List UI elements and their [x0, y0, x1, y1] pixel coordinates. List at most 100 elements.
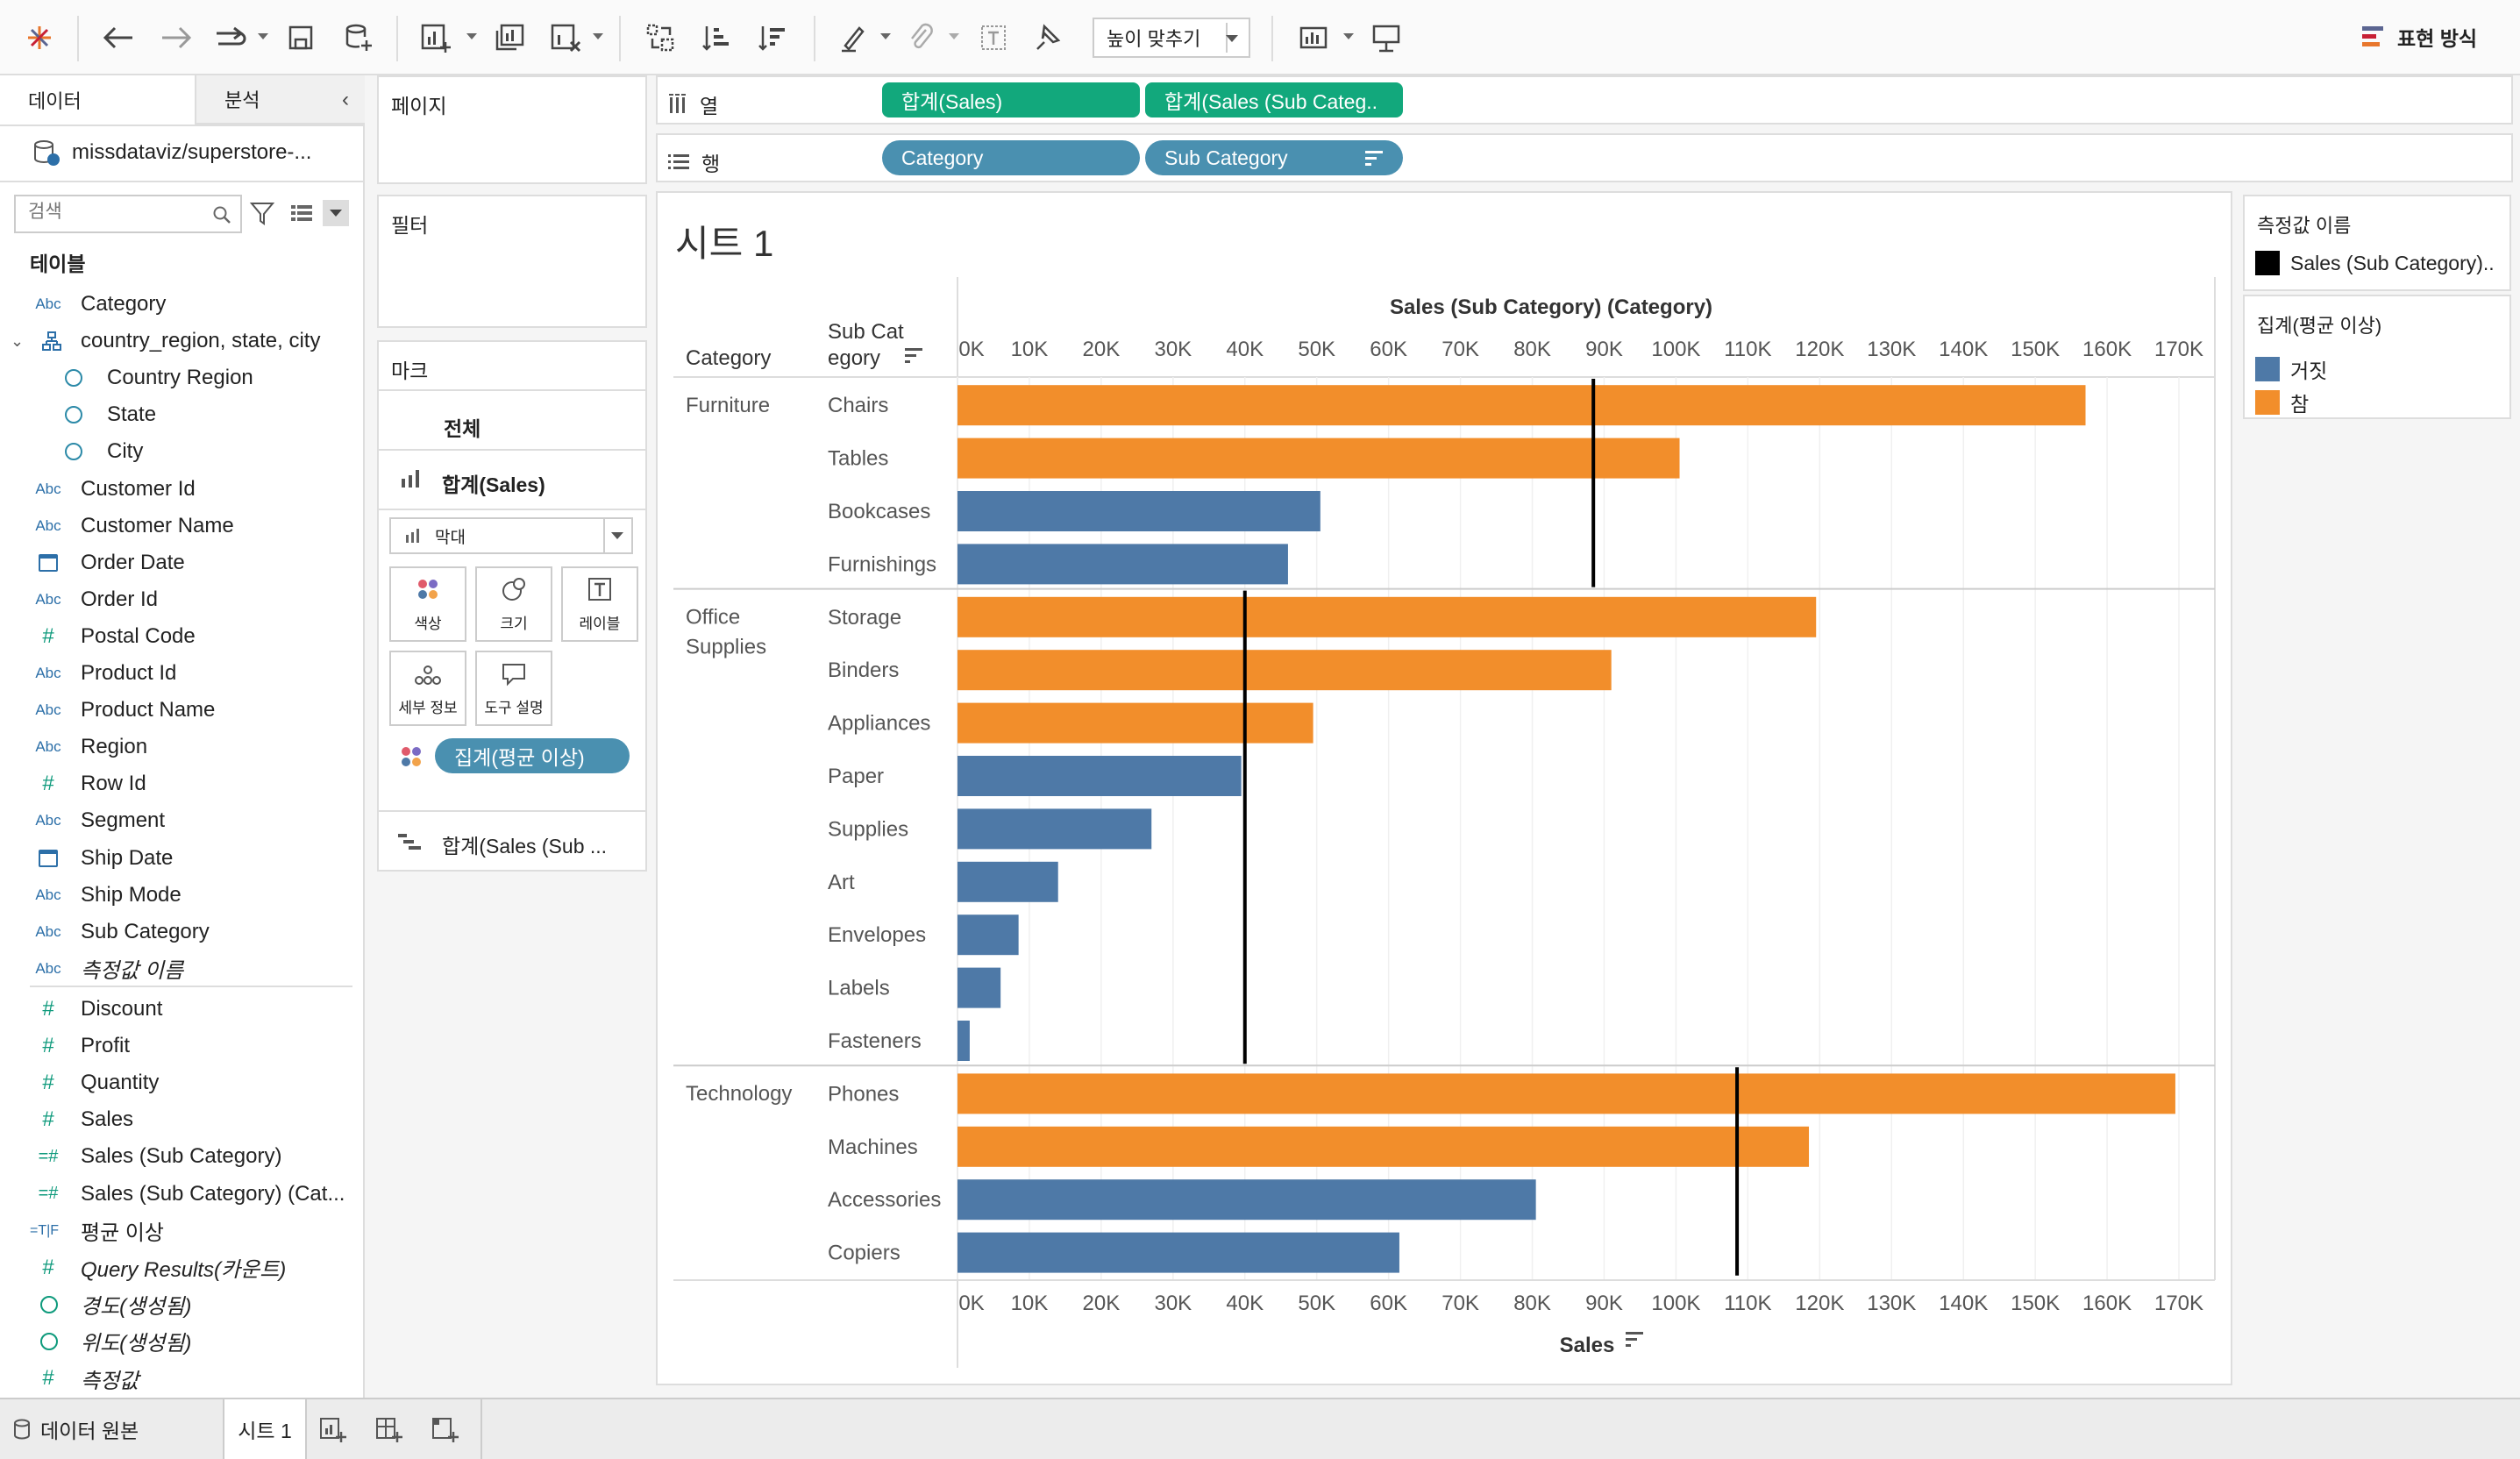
- collapse-pane-icon[interactable]: ‹: [342, 88, 349, 111]
- undo-icon[interactable]: [96, 16, 140, 60]
- add-datasource-icon[interactable]: [337, 16, 381, 60]
- measure-field[interactable]: =# Sales (Sub Category) (Cat...: [0, 1176, 363, 1213]
- marks-all-tab[interactable]: 전체: [444, 417, 481, 440]
- dimension-field[interactable]: Abc Ship Mode: [0, 877, 363, 914]
- dimension-field[interactable]: Abc Customer Id: [0, 471, 363, 508]
- dimension-field[interactable]: Abc Sub Category: [0, 914, 363, 950]
- subcategory-label: Copiers: [828, 1242, 901, 1265]
- field-label: Sales (Sub Category): [81, 1144, 282, 1169]
- swap-icon[interactable]: [638, 16, 682, 60]
- sort-icon[interactable]: [1364, 149, 1384, 167]
- measure-field[interactable]: =T|F 평균 이상: [0, 1213, 363, 1249]
- measure-field[interactable]: # Quantity: [0, 1064, 363, 1101]
- top-axis-title: Sales (Sub Category) (Category): [1390, 295, 1712, 319]
- filter-icon[interactable]: [249, 200, 275, 226]
- measure-field[interactable]: 경도(생성됨): [0, 1286, 363, 1323]
- measure-field[interactable]: # Discount: [0, 991, 363, 1028]
- new-story-icon: [432, 1418, 459, 1442]
- new-story-button[interactable]: [431, 1399, 466, 1459]
- duplicate-icon[interactable]: [488, 16, 531, 60]
- dimension-field[interactable]: # Row Id: [0, 765, 363, 802]
- tableau-logo-icon[interactable]: [18, 16, 61, 60]
- show-cards-icon[interactable]: [1294, 16, 1338, 60]
- columns-shelf[interactable]: 열 합계(Sales) 합계(Sales (Sub Categ..: [656, 75, 2513, 125]
- measure-field[interactable]: # Sales: [0, 1101, 363, 1138]
- marks-sub-tab[interactable]: 합계(Sales (Sub ...: [442, 835, 608, 858]
- view-options-dropdown[interactable]: [323, 200, 349, 226]
- tooltip-button[interactable]: 도구 설명: [475, 651, 552, 726]
- sort-descending-icon[interactable]: [751, 16, 794, 60]
- text-icon[interactable]: [972, 16, 1015, 60]
- marks-sales-tab[interactable]: 합계(Sales): [442, 473, 545, 496]
- dimension-field[interactable]: City: [0, 433, 363, 470]
- dimension-field[interactable]: Country Region: [0, 359, 363, 396]
- tab-data[interactable]: 데이터: [0, 75, 195, 125]
- dimension-field[interactable]: Abc Product Id: [0, 655, 363, 692]
- detail-button[interactable]: 세부 정보: [389, 651, 466, 726]
- dimension-field[interactable]: ⌄ country_region, state, city: [0, 323, 363, 359]
- color-legend[interactable]: 집계(평균 이상) 거짓 참: [2243, 295, 2511, 419]
- save-icon[interactable]: [279, 16, 323, 60]
- bottom-tick-label: 40K: [1226, 1292, 1264, 1315]
- new-worksheet-icon[interactable]: [414, 16, 458, 60]
- measure-field[interactable]: # Profit: [0, 1028, 363, 1064]
- label-button[interactable]: 레이블: [561, 566, 638, 642]
- color-button[interactable]: 색상: [389, 566, 466, 642]
- bar: [957, 385, 2086, 426]
- dimension-field[interactable]: Abc 측정값 이름: [0, 950, 363, 987]
- datasource-tab[interactable]: 데이터 원본: [12, 1399, 223, 1459]
- dimension-field[interactable]: Abc Product Name: [0, 692, 363, 729]
- rows-shelf[interactable]: 행 Category Sub Category: [656, 133, 2513, 182]
- show-me-button[interactable]: 표현 방식: [2360, 19, 2477, 54]
- color-field-pill[interactable]: 집계(평균 이상): [435, 738, 630, 773]
- size-button[interactable]: 크기: [475, 566, 552, 642]
- color-legend-false[interactable]: 거짓: [2255, 354, 2327, 384]
- measure-names-legend[interactable]: 측정값 이름 Sales (Sub Category)..: [2243, 195, 2511, 291]
- pages-card[interactable]: 페이지: [377, 75, 647, 184]
- rows-pill-subcategory[interactable]: Sub Category: [1145, 140, 1403, 175]
- new-sheet-button[interactable]: [319, 1399, 354, 1459]
- measure-field[interactable]: # 측정값: [0, 1360, 363, 1397]
- dimension-field[interactable]: Abc Segment: [0, 802, 363, 839]
- rows-pill-category[interactable]: Category: [882, 140, 1140, 175]
- search-box[interactable]: [14, 195, 242, 233]
- dimension-field[interactable]: # Postal Code: [0, 618, 363, 655]
- measure-field[interactable]: 위도(생성됨): [0, 1323, 363, 1360]
- new-dashboard-button[interactable]: [375, 1399, 410, 1459]
- presentation-icon[interactable]: [1364, 16, 1408, 60]
- bar-chart[interactable]: Category Sub Category Sales (Sub Category)…: [658, 193, 2231, 1384]
- sheet-title[interactable]: 시트 1: [675, 223, 774, 264]
- category-label: Office: [686, 606, 740, 630]
- filters-card[interactable]: 필터: [377, 195, 647, 328]
- bottom-tick-label: 170K: [2154, 1292, 2203, 1315]
- dimension-field[interactable]: Abc Order Id: [0, 581, 363, 618]
- data-pane: 데이터 분석 ‹ missdataviz/superstore-... 테이블 …: [0, 75, 365, 1398]
- columns-pill-sales[interactable]: 합계(Sales): [882, 82, 1140, 117]
- datasource-item[interactable]: missdataviz/superstore-...: [32, 132, 311, 174]
- measure-field[interactable]: # Query Results(카운트): [0, 1249, 363, 1286]
- color-legend-true[interactable]: 참: [2255, 388, 2309, 417]
- measure-field[interactable]: =# Sales (Sub Category): [0, 1138, 363, 1175]
- dimension-field[interactable]: Abc Category: [0, 286, 363, 323]
- tab-analysis[interactable]: 분석 ‹: [195, 75, 365, 125]
- dimension-field[interactable]: Abc Customer Name: [0, 508, 363, 544]
- dimension-field[interactable]: Ship Date: [0, 840, 363, 877]
- toolbar: 높이 맞추기 표현 방식: [0, 0, 2520, 75]
- replay-icon[interactable]: [209, 16, 253, 60]
- chevron-down-icon[interactable]: ⌄: [11, 331, 25, 350]
- fit-dropdown[interactable]: 높이 맞추기: [1093, 18, 1250, 58]
- sheet-tab-1[interactable]: 시트 1: [223, 1399, 307, 1459]
- mark-type-dropdown[interactable]: 막대: [389, 517, 633, 554]
- clear-sheet-icon[interactable]: [544, 16, 587, 60]
- dimension-field[interactable]: State: [0, 396, 363, 433]
- highlight-icon[interactable]: [831, 16, 875, 60]
- pin-icon[interactable]: [1026, 16, 1070, 60]
- sort-ascending-icon[interactable]: [694, 16, 738, 60]
- search-input[interactable]: [26, 196, 202, 228]
- dimension-field[interactable]: Order Date: [0, 544, 363, 581]
- columns-pill-sales-subcat[interactable]: 합계(Sales (Sub Categ..: [1145, 82, 1403, 117]
- measure-legend-item[interactable]: Sales (Sub Category)..: [2255, 251, 2495, 275]
- color-icon: [418, 580, 438, 599]
- dimension-field[interactable]: Abc Region: [0, 729, 363, 765]
- list-view-icon[interactable]: [289, 203, 314, 223]
